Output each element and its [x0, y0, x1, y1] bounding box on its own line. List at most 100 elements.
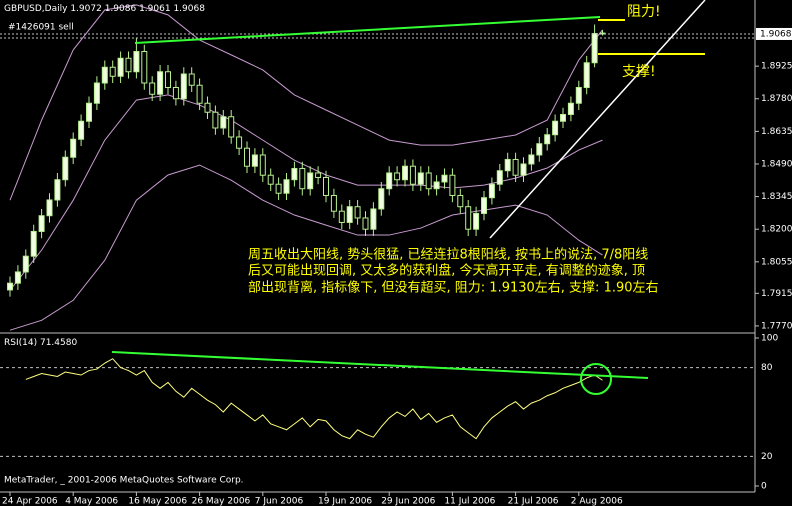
candle-body [520, 163, 527, 176]
y-tick-label: 1.8200 [761, 225, 792, 235]
candle-body [291, 167, 298, 181]
candle-body [86, 102, 92, 122]
candle-body [220, 116, 227, 129]
candle-body [267, 174, 274, 185]
candle-body [417, 172, 424, 185]
candle-body [323, 176, 329, 196]
candle-body [457, 194, 464, 208]
x-tick-label: 7 Jun 2006 [255, 497, 304, 506]
candle-body [141, 51, 148, 84]
candle-body [133, 51, 140, 73]
candle-body [496, 170, 503, 185]
candle-body [70, 138, 77, 158]
candle-body [386, 172, 393, 190]
candle-body [481, 197, 487, 214]
plot: 1.8925 1.8780 1.8635 1.8490 1.8345 1.8200 1.80… [0, 4, 792, 506]
candle-body [362, 217, 369, 230]
candle-body [117, 57, 124, 77]
candle-body [504, 158, 511, 172]
candle-body [409, 165, 416, 185]
rsi-tick-label: 80 [761, 363, 773, 373]
x-tick-label: 29 Jun 2006 [381, 497, 435, 506]
candle-body [583, 62, 590, 88]
bollinger-band [9, 164, 603, 331]
candle-body [157, 71, 164, 95]
y-tick-label: 1.8490 [761, 159, 792, 169]
y-tick-label: 1.8345 [761, 192, 792, 202]
header-close: 1.9068 [173, 4, 205, 14]
candle-body [378, 188, 385, 210]
resistance-trendline [134, 16, 601, 44]
candle-body [93, 82, 100, 104]
x-tick-label: 21 Jul 2006 [508, 497, 559, 506]
divergence-circle [580, 363, 612, 395]
candle-body [544, 134, 551, 145]
candle-body [149, 82, 156, 95]
y-tick-label: 1.7770 [761, 321, 792, 331]
candle-body [101, 66, 108, 84]
candle-body [7, 282, 13, 291]
support-trendline [489, 0, 706, 239]
chart-header: GBPUSD,Daily 1.9072 1.9086 1.9061 1.9068 [4, 4, 205, 14]
candle-body [259, 154, 266, 176]
rsi-title: RSI(14) [4, 338, 37, 348]
candle-body [354, 206, 361, 219]
header-low: 1.9061 [139, 4, 171, 14]
candle-body [338, 210, 345, 223]
candle-body [512, 158, 519, 176]
comment-line: 周五收出大阳线, 势头很猛, 已经连拉8根阳线, 按书上的说法, 7/8阳线 [248, 247, 648, 263]
y-tick-label: 1.8780 [761, 94, 792, 104]
rsi-value: 71.4580 [40, 338, 77, 348]
candle-body [315, 172, 322, 178]
candle-body [38, 215, 45, 232]
candle-body [591, 33, 598, 64]
rsi-line [25, 358, 603, 440]
candle-body [394, 172, 401, 181]
candle-body [299, 167, 306, 190]
x-tick-label: 26 May 2006 [192, 497, 251, 506]
candle-body [228, 116, 235, 138]
candle-body [330, 194, 337, 212]
candle-body [165, 71, 171, 88]
candle-body [488, 183, 495, 199]
x-tick-label: 2 Aug 2006 [571, 497, 623, 506]
candle-body [346, 206, 353, 223]
candle-body [275, 183, 282, 194]
header-high: 1.9086 [105, 4, 137, 14]
candle-body [30, 230, 37, 257]
candle-body [449, 174, 456, 196]
candle-body [473, 212, 480, 230]
bid-label-box [756, 27, 792, 40]
candle-body [172, 86, 179, 100]
rsi-trendline [111, 351, 649, 379]
candle-body [62, 156, 69, 181]
candle-body [465, 206, 472, 230]
comment-line: 部出现背离, 指标像下, 但没有超买, 阻力: 1.9130左右, 支撑: 1.… [248, 280, 659, 296]
bollinger-band [9, 4, 603, 201]
candle-body [78, 120, 85, 140]
support-note: 支撑! [622, 64, 656, 80]
x-tick-label: 24 Apr 2006 [2, 497, 58, 506]
candle-body [552, 120, 559, 136]
candle-body [46, 199, 53, 217]
y-tick-label: 1.8055 [761, 257, 792, 267]
y-tick-label: 1.8635 [761, 127, 792, 137]
candle-body [14, 271, 21, 284]
resistance-note: 阻力! [627, 4, 661, 20]
candle-body [283, 179, 290, 194]
x-tick-label: 4 May 2006 [65, 497, 118, 506]
candle-body [567, 102, 574, 115]
candle-body [307, 172, 314, 190]
candle-body [22, 255, 29, 273]
x-tick-label: 11 Jul 2006 [444, 497, 495, 506]
candle-body [575, 86, 582, 104]
comment-line: 后又可能出现回调, 又太多的获利盘, 今天高开平走, 有调整的迹象, 顶 [248, 263, 645, 279]
copyright: MetaTrader, _ 2001-2006 MetaQuotes Softw… [4, 476, 244, 486]
candle-body [560, 113, 566, 122]
x-tick-label: 19 Jun 2006 [318, 497, 372, 506]
candle-body [54, 179, 61, 201]
candle-body [441, 174, 448, 183]
candle-body [370, 208, 377, 230]
